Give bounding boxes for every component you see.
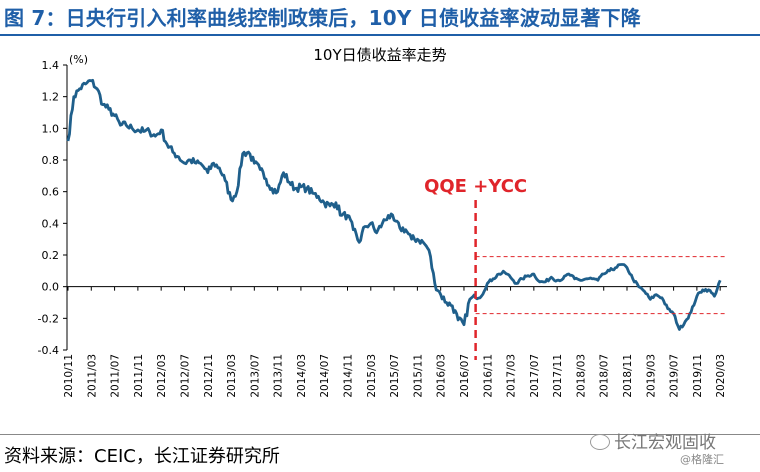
y-tick-label: -0.4 [38,344,59,357]
title-rule [0,34,760,36]
x-tick-label: 2014/07 [319,354,331,398]
x-tick-label: 2014/11 [343,354,355,398]
x-tick-label: 2015/03 [366,354,378,398]
chart-title: 10Y日债收益率走势 [313,46,447,64]
watermark-text: 长江宏观固收 [614,433,716,453]
watermark-sub: @格隆汇 [680,453,724,466]
x-tick-label: 2012/11 [203,354,215,398]
x-tick-label: 2017/07 [529,354,541,398]
x-tick-label: 2011/03 [86,354,98,398]
x-tick-label: 2018/07 [599,354,611,398]
y-unit-label: (%) [69,53,88,66]
x-tick-label: 2013/07 [249,354,261,398]
y-tick-label: 1.2 [42,91,60,104]
x-tick-label: 2019/07 [669,354,681,398]
y-tick-label: 0.6 [42,186,60,199]
footer-rule [0,434,760,435]
y-tick-label: 0.2 [42,249,60,262]
x-tick-label: 2018/11 [622,354,634,398]
x-tick-label: 2012/03 [156,354,168,398]
x-tick-label: 2011/11 [133,354,145,398]
source-note: 资料来源：CEIC，长江证券研究所 [4,446,280,467]
x-tick-label: 2019/03 [645,354,657,398]
y-tick-label: 0.8 [42,154,60,167]
x-tick-label: 2016/03 [436,354,448,398]
x-tick-label: 2020/03 [715,354,727,398]
figure-title: 图 7：日央行引入利率曲线控制政策后，10Y 日债收益率波动显著下降 [4,6,641,30]
annotation-label: QQE +YCC [424,176,527,197]
x-tick-label: 2019/11 [692,354,704,398]
watermark: 长江宏观固收 [590,428,716,453]
x-tick-label: 2017/11 [552,354,564,398]
x-tick-label: 2016/07 [459,354,471,398]
wechat-icon [590,434,610,450]
y-tick-label: 0.0 [42,281,60,294]
x-tick-label: 2013/03 [226,354,238,398]
y-tick-label: 1.0 [42,122,60,135]
yield-line [66,78,722,331]
x-tick-label: 2010/11 [63,354,75,398]
x-tick-label: 2011/07 [110,354,122,398]
x-tick-label: 2014/03 [296,354,308,398]
x-tick-label: 2015/11 [412,354,424,398]
x-tick-label: 2017/03 [506,354,518,398]
y-tick-label: 1.4 [42,59,60,72]
y-tick-label: 0.4 [42,217,60,230]
x-tick-label: 2015/07 [389,354,401,398]
y-tick-label: -0.2 [38,312,59,325]
x-tick-label: 2012/07 [179,354,191,398]
x-tick-label: 2016/11 [482,354,494,398]
x-tick-label: 2013/11 [273,354,285,398]
chart-area: -0.4 -0.2 0.0 0.2 0.4 0.6 0.8 1.0 1.2 1.4 (%) 2010/… [38,53,728,398]
x-tick-label: 2018/03 [575,354,587,398]
